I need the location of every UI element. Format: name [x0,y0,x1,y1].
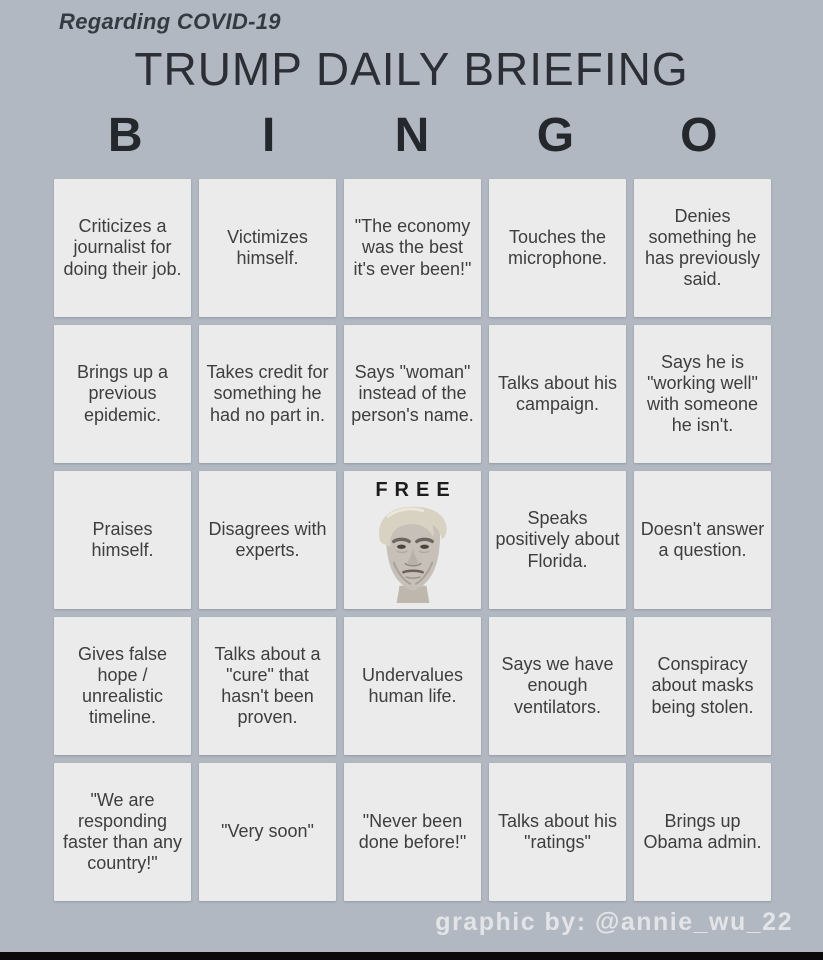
bingo-cell-r3c3[interactable]: FREE [344,471,481,609]
bingo-cell-text: Gives false hope / unrealistic timeline. [77,643,168,728]
bingo-cell-text: Brings up a previous epidemic. [76,362,169,425]
free-space-label: FREE [375,479,457,501]
bingo-cell-text: Talks about his "ratings" [497,810,618,852]
bingo-cell-r5c1[interactable]: "We are responding faster than any count… [54,763,191,901]
bingo-letter: B [107,109,144,162]
bingo-cell-r3c5[interactable]: Doesn't answer a question. [634,471,771,609]
bingo-cell-r4c4[interactable]: Says we have enough ventilators. [489,617,626,755]
bingo-cell-r3c2[interactable]: Disagrees with experts. [199,471,336,609]
bingo-cell-text: Conspiracy about masks being stolen. [651,654,754,717]
bingo-cell-text: Brings up Obama admin. [643,810,762,852]
bingo-cell-r1c4[interactable]: Touches the microphone. [489,179,626,317]
bingo-cell-r1c3[interactable]: "The economy was the best it's ever been… [344,179,481,317]
bingo-cell-text: Says we have enough ventilators. [501,654,614,717]
page-title: TRUMP DAILY BRIEFING [134,43,689,95]
bingo-grid: Criticizes a journalist for doing their … [54,179,771,901]
bingo-cell-text: Denies something he has previously said. [644,205,761,290]
trump-face-photo [378,507,447,604]
bingo-cell-r2c2[interactable]: Takes credit for something he had no par… [199,325,336,463]
bingo-cell-text: Doesn't answer a question. [640,518,765,560]
bingo-cell-text: Undervalues human life. [361,664,464,706]
bingo-cell-r5c5[interactable]: Brings up Obama admin. [634,763,771,901]
bingo-cell-text: Takes credit for something he had no par… [206,362,329,425]
bingo-cell-r4c3[interactable]: Undervalues human life. [344,617,481,755]
bingo-cell-text: "Very soon" [221,821,314,842]
bingo-cell-r4c1[interactable]: Gives false hope / unrealistic timeline. [54,617,191,755]
bingo-cell-text: Speaks positively about Florida. [495,508,620,571]
bingo-cell-text: Talks about a "cure" that hasn't been pr… [214,643,321,728]
bingo-cell-text: "The economy was the best it's ever been… [353,216,472,279]
bingo-cell-r1c1[interactable]: Criticizes a journalist for doing their … [54,179,191,317]
bingo-cell-text: Criticizes a journalist for doing their … [63,216,182,279]
bingo-cell-text: Says he is "working well" with someone h… [646,351,759,436]
bingo-cell-text: "Never been done before!" [358,810,467,852]
bingo-cell-r5c2[interactable]: "Very soon" [199,763,336,901]
bingo-letter: I [261,109,277,162]
subtitle-regarding: Regarding COVID-19 [59,9,281,34]
bingo-cell-text: Praises himself. [91,518,154,560]
bingo-cell-r1c5[interactable]: Denies something he has previously said. [634,179,771,317]
bingo-letter: N [394,109,431,162]
bingo-letter: G [536,109,576,162]
bingo-cell-text: "We are responding faster than any count… [62,789,183,874]
bingo-cell-r3c4[interactable]: Speaks positively about Florida. [489,471,626,609]
bingo-cell-r1c2[interactable]: Victimizes himself. [199,179,336,317]
bingo-cell-r4c2[interactable]: Talks about a "cure" that hasn't been pr… [199,617,336,755]
bingo-cell-text: Victimizes himself. [227,226,308,268]
bingo-cell-r2c4[interactable]: Talks about his campaign. [489,325,626,463]
bingo-cell-text: Touches the microphone. [507,226,608,268]
bingo-cell-r2c1[interactable]: Brings up a previous epidemic. [54,325,191,463]
bingo-cell-text: Talks about his campaign. [497,372,618,414]
bingo-cell-text: Says "woman" instead of the person's nam… [351,362,474,425]
bingo-cell-text: Disagrees with experts. [208,518,327,560]
bingo-cell-r4c5[interactable]: Conspiracy about masks being stolen. [634,617,771,755]
bingo-cell-r2c5[interactable]: Says he is "working well" with someone h… [634,325,771,463]
bingo-cell-r3c1[interactable]: Praises himself. [54,471,191,609]
bingo-letter: O [680,109,719,162]
bingo-cell-r5c4[interactable]: Talks about his "ratings" [489,763,626,901]
bingo-cell-r5c3[interactable]: "Never been done before!" [344,763,481,901]
bingo-cell-r2c3[interactable]: Says "woman" instead of the person's nam… [344,325,481,463]
bottom-black-bar [0,952,823,960]
credit-text: graphic by: @annie_wu_22 [435,908,793,936]
